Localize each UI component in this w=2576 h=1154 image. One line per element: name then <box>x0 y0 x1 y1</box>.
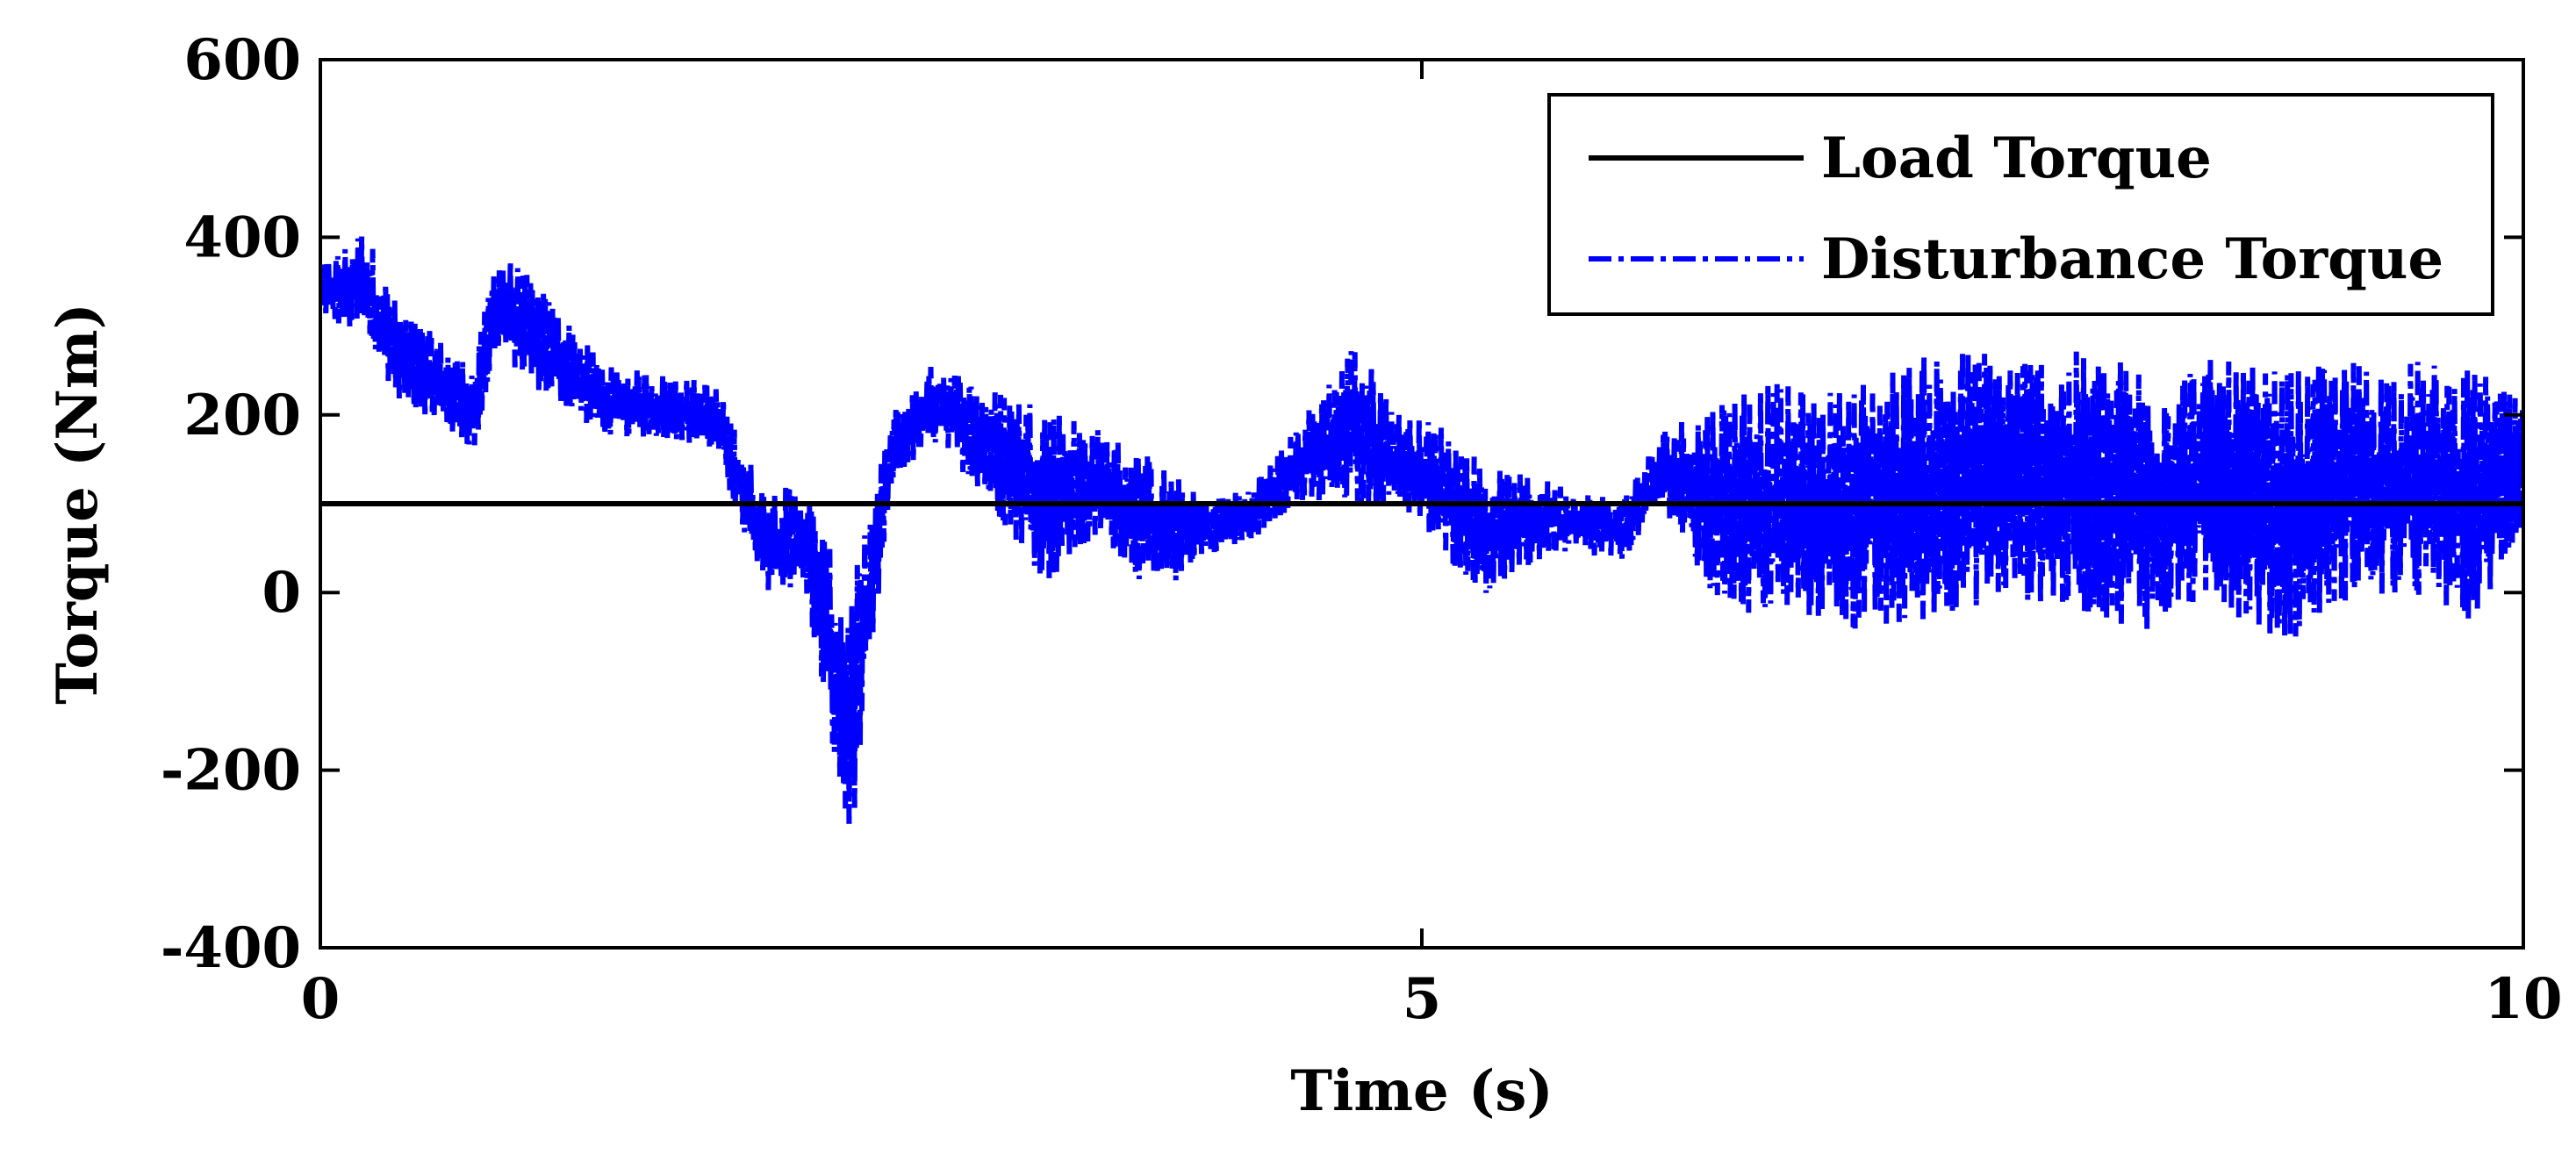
y-tick-label: -200 <box>161 738 301 804</box>
x-tick-label: 5 <box>1403 966 1442 1032</box>
x-tick-label: 0 <box>301 966 341 1032</box>
plot-area <box>320 236 2523 824</box>
y-axis-label: Torque (Nm) <box>45 303 111 705</box>
y-tick-label: 0 <box>262 560 301 626</box>
legend-label: Disturbance Torque <box>1821 226 2443 292</box>
legend-box <box>1547 93 2494 316</box>
series-disturbance-torque-line <box>320 236 2523 824</box>
y-tick-label: 400 <box>183 204 301 270</box>
x-axis-label: Time (s) <box>1290 1058 1553 1124</box>
y-tick-label: -400 <box>161 915 301 981</box>
y-tick-label: 600 <box>183 27 301 93</box>
y-tick-label: 200 <box>183 383 301 448</box>
legend-label: Load Torque <box>1821 125 2212 191</box>
x-tick-label: 10 <box>2484 966 2562 1032</box>
